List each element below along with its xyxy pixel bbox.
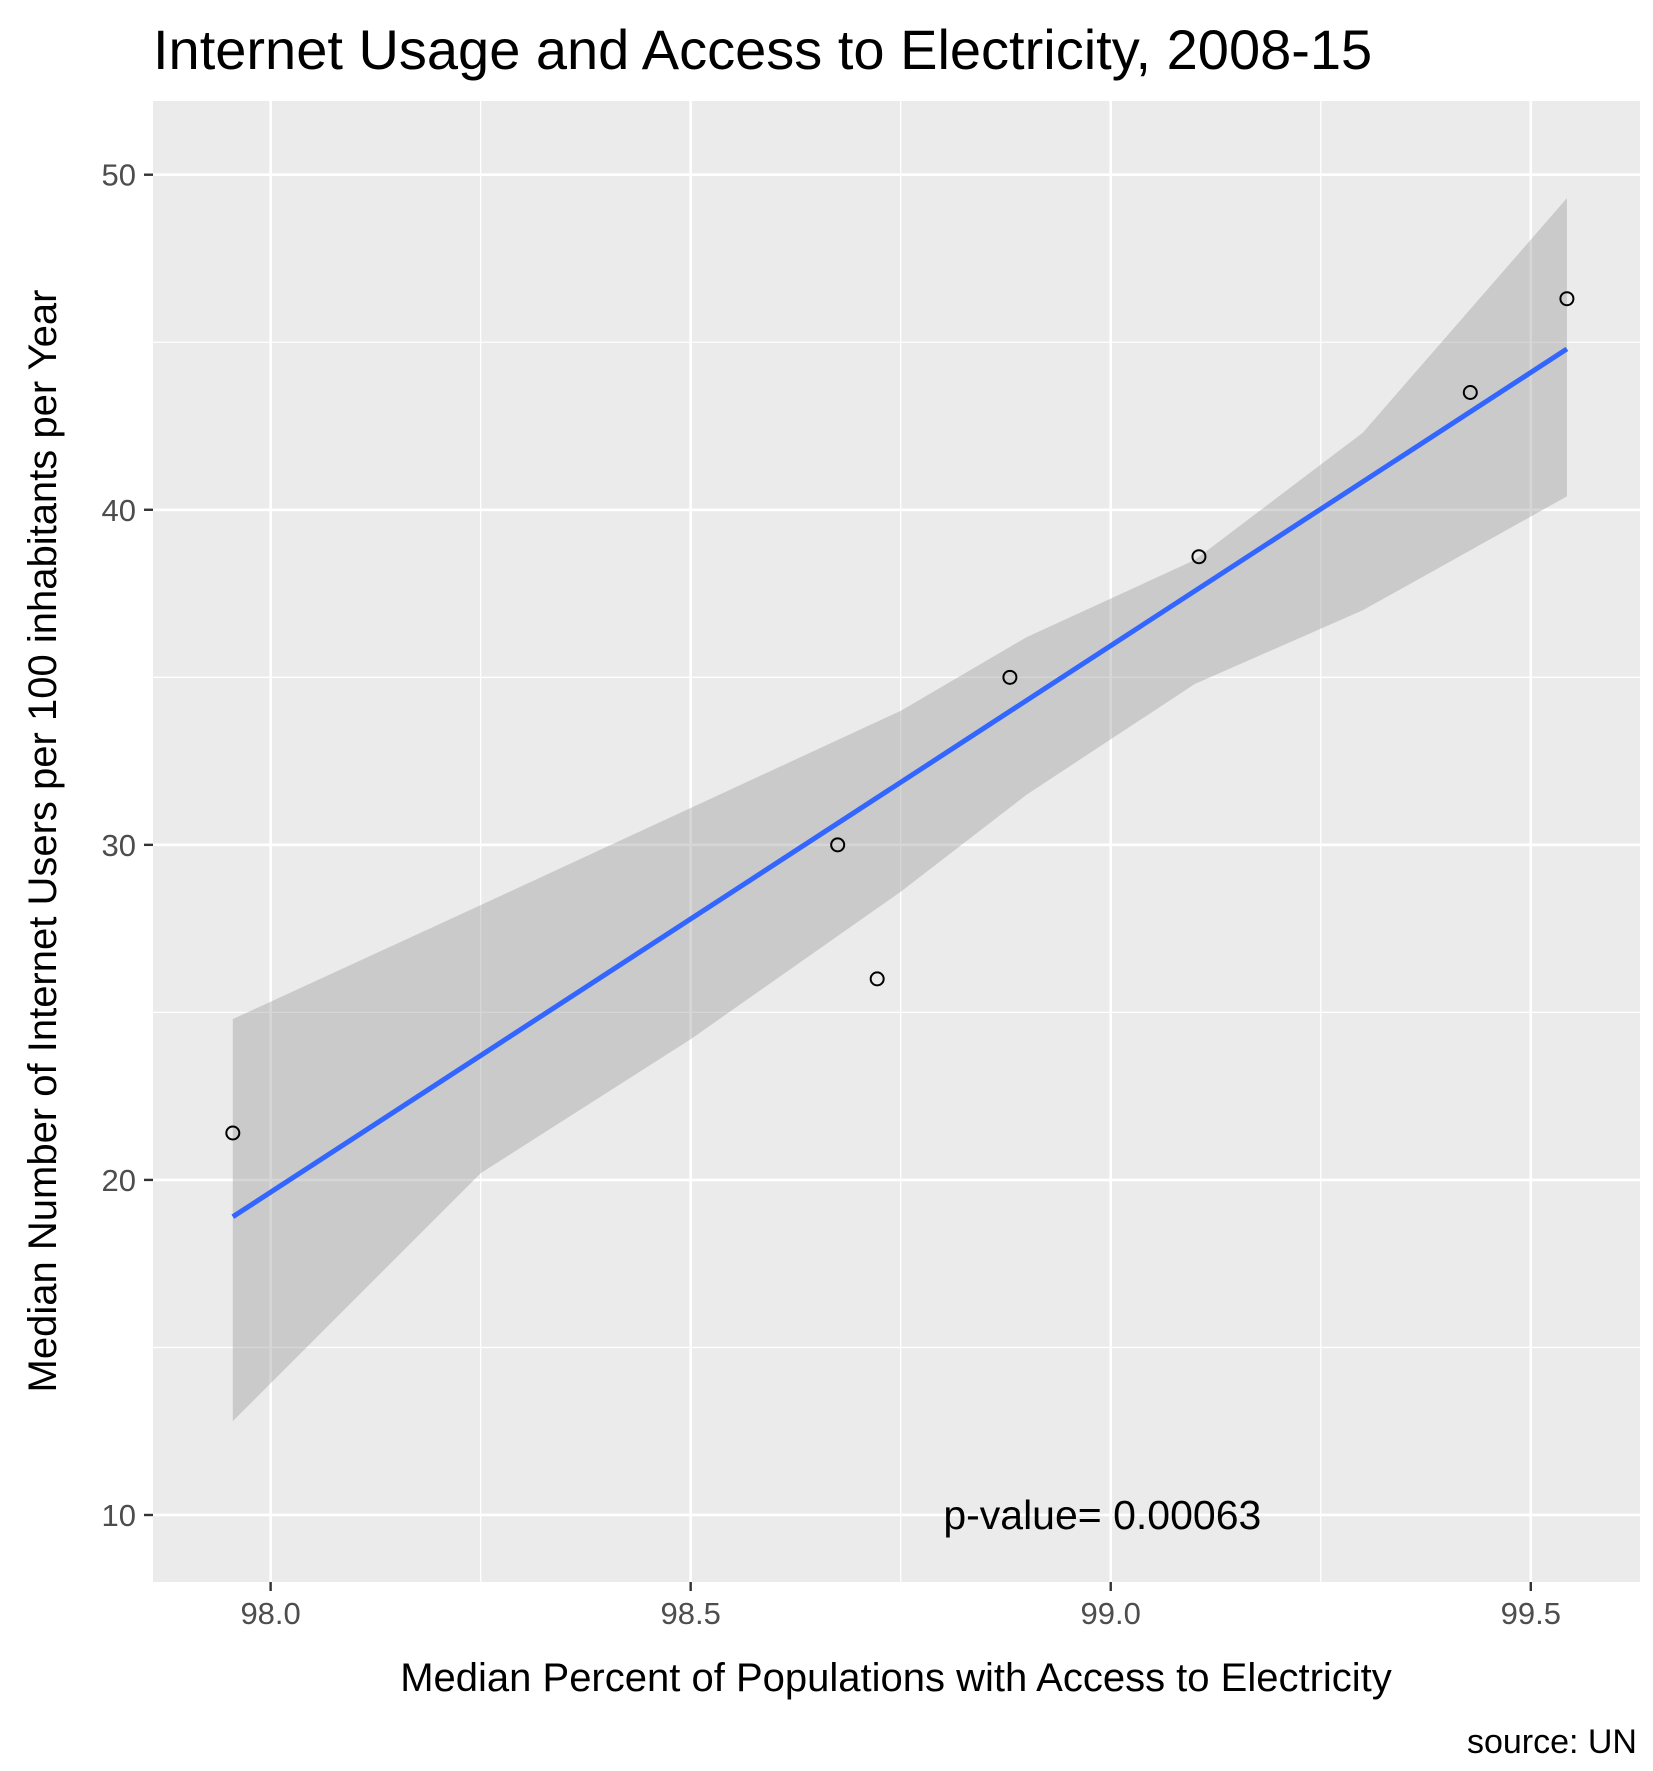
- x-tick-label: 99.5: [1501, 1596, 1561, 1631]
- p-value-annotation: p-value= 0.00063: [943, 1492, 1261, 1538]
- x-tick-label: 98.0: [240, 1596, 300, 1631]
- x-axis-ticks: 98.0 98.5 99.0 99.5: [240, 1582, 1561, 1631]
- data-point: [830, 837, 846, 853]
- data-point: [1002, 669, 1018, 685]
- x-tick-label: 98.5: [661, 1596, 721, 1631]
- data-point: [1559, 291, 1575, 307]
- confidence-band: [232, 198, 1567, 1422]
- data-point: [869, 971, 885, 987]
- data-point: [1462, 385, 1478, 401]
- major-gridlines: [153, 101, 1640, 1582]
- y-axis-ticks: 10 20 30 40 50: [102, 158, 153, 1533]
- data-point: [1191, 549, 1207, 565]
- minor-gridlines: [153, 101, 1640, 1582]
- y-tick-label: 20: [102, 1163, 136, 1198]
- data-point: [225, 1125, 241, 1141]
- fit-line-layer: [231, 346, 1569, 1219]
- y-tick-label: 30: [102, 828, 136, 863]
- y-tick-label: 10: [102, 1498, 136, 1533]
- x-axis-title: Median Percent of Populations with Acces…: [400, 1656, 1392, 1700]
- plot-panel: [153, 101, 1640, 1582]
- chart-title: Internet Usage and Access to Electricity…: [153, 18, 1372, 81]
- fit-line: [231, 346, 1569, 1219]
- y-tick-label: 40: [102, 493, 136, 528]
- y-axis-title: Median Number of Internet Users per 100 …: [21, 290, 65, 1393]
- x-tick-label: 99.0: [1081, 1596, 1141, 1631]
- data-points: [225, 291, 1575, 1141]
- y-tick-label: 50: [102, 158, 136, 193]
- confidence-band-layer: [232, 198, 1567, 1422]
- source-caption: source: UN: [1467, 1723, 1637, 1761]
